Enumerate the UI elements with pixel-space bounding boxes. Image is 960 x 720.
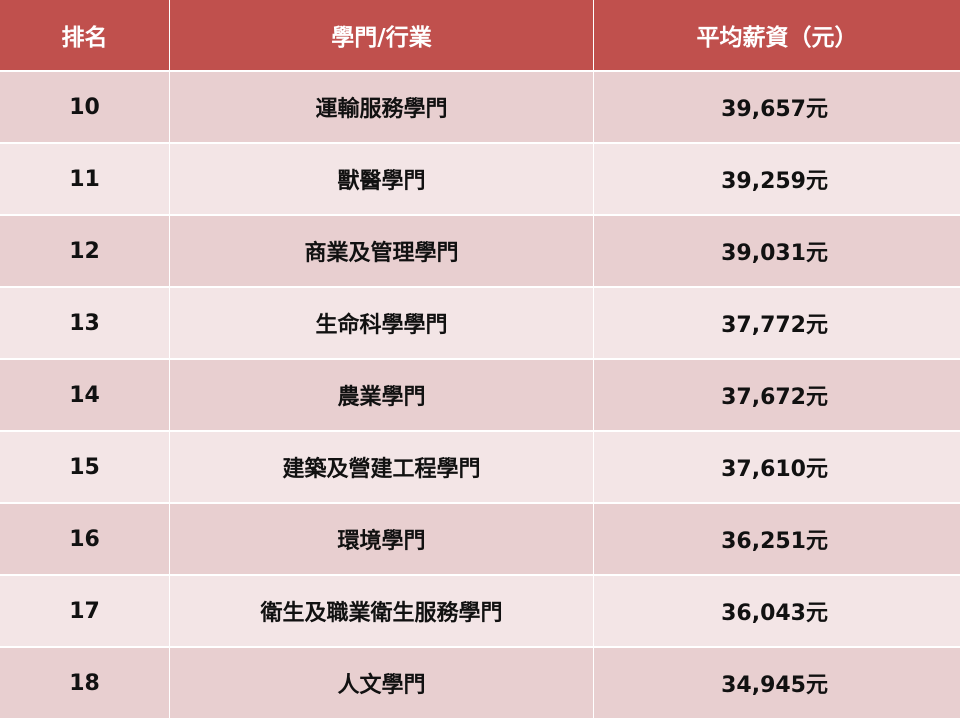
rank-cell: 13	[0, 288, 170, 360]
rank-cell: 11	[0, 144, 170, 216]
field-cell: 獸醫學門	[170, 144, 594, 216]
rank-cell: 15	[0, 432, 170, 504]
field-cell: 衛生及職業衛生服務學門	[170, 576, 594, 648]
rank-cell: 16	[0, 504, 170, 576]
rank-cell: 10	[0, 72, 170, 144]
field-cell: 農業學門	[170, 360, 594, 432]
header-rank: 排名	[0, 0, 170, 72]
salary-cell: 37,672元	[594, 360, 960, 432]
field-cell: 運輸服務學門	[170, 72, 594, 144]
rank-cell: 17	[0, 576, 170, 648]
salary-cell: 34,945元	[594, 648, 960, 720]
salary-cell: 39,031元	[594, 216, 960, 288]
field-cell: 環境學門	[170, 504, 594, 576]
rank-cell: 14	[0, 360, 170, 432]
field-cell: 生命科學學門	[170, 288, 594, 360]
salary-cell: 39,657元	[594, 72, 960, 144]
salary-cell: 37,610元	[594, 432, 960, 504]
field-cell: 人文學門	[170, 648, 594, 720]
field-cell: 商業及管理學門	[170, 216, 594, 288]
header-salary: 平均薪資（元）	[594, 0, 960, 72]
salary-cell: 39,259元	[594, 144, 960, 216]
salary-cell: 37,772元	[594, 288, 960, 360]
salary-cell: 36,043元	[594, 576, 960, 648]
field-cell: 建築及營建工程學門	[170, 432, 594, 504]
salary-cell: 36,251元	[594, 504, 960, 576]
rank-cell: 18	[0, 648, 170, 720]
rank-cell: 12	[0, 216, 170, 288]
header-field: 學門/行業	[170, 0, 594, 72]
